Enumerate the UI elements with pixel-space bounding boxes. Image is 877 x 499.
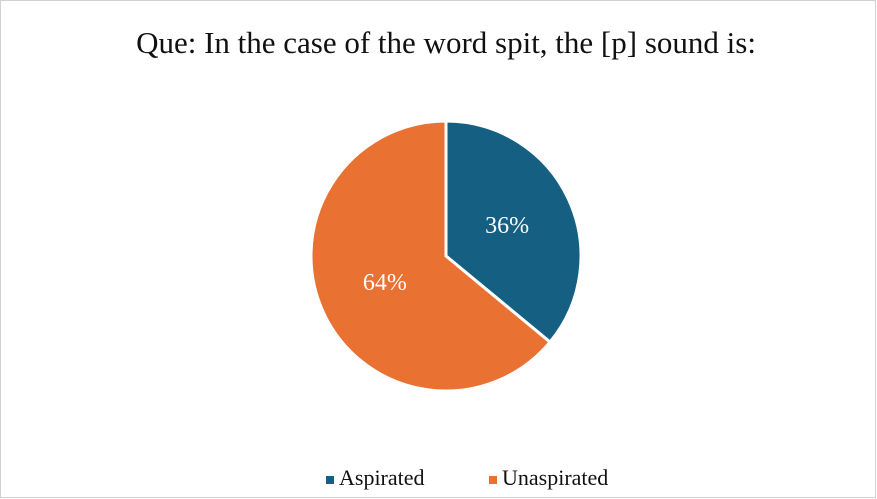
legend-swatch: [489, 476, 497, 484]
data-label: 64%: [363, 270, 407, 296]
legend-swatch: [326, 476, 334, 484]
chart-title: Que: In the case of the word spit, the […: [136, 25, 756, 60]
legend-label: Unaspirated: [502, 465, 608, 490]
legend-label: Aspirated: [339, 465, 425, 490]
pie-slice: [444, 119, 583, 345]
pie-slice: [309, 119, 553, 393]
data-label: 36%: [485, 213, 529, 239]
